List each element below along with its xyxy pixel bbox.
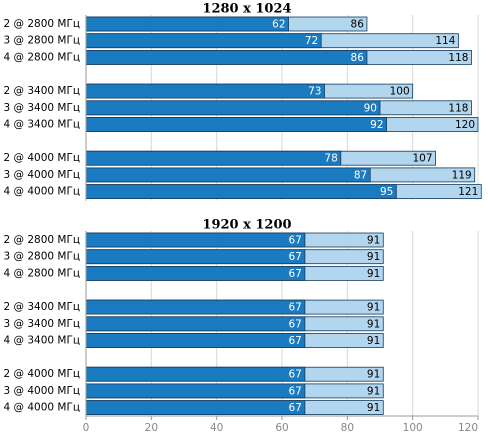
- value-label: 62: [272, 19, 285, 31]
- category-label: x 3 @ 2800 МГц: [0, 251, 80, 263]
- bar: [85, 366, 306, 382]
- category-label: x 4 @ 2800 МГц: [0, 51, 80, 63]
- bar: [85, 232, 306, 248]
- value-label: 67: [288, 318, 301, 330]
- category-label: x 4 @ 2800 МГц: [0, 267, 80, 279]
- x-tick-label: 40: [210, 422, 223, 434]
- category-label: x 2 @ 3400 МГц: [0, 85, 80, 97]
- bar: [85, 117, 387, 132]
- value-label: 67: [288, 369, 301, 381]
- category-label: x 4 @ 3400 МГц: [0, 119, 80, 131]
- value-label: 67: [288, 302, 301, 314]
- value-label: 86: [351, 52, 365, 64]
- category-label: x 3 @ 3400 МГц: [0, 102, 80, 114]
- value-label: 67: [288, 235, 301, 247]
- bar: [85, 33, 322, 49]
- value-label: 91: [367, 369, 380, 381]
- x-tick-label: 100: [403, 422, 423, 434]
- bar: [85, 184, 397, 200]
- chart-title: 1920 x 1200: [202, 218, 291, 233]
- x-tick-label: 120: [458, 422, 478, 434]
- value-label: 78: [324, 153, 337, 165]
- bar: [85, 265, 306, 281]
- bar: [85, 50, 368, 65]
- bar: [85, 383, 306, 399]
- value-label: 120: [455, 119, 475, 131]
- value-label: 72: [305, 35, 318, 47]
- bar: [85, 150, 342, 166]
- value-label: 91: [367, 385, 380, 397]
- value-label: 118: [448, 102, 468, 114]
- value-label: 67: [288, 268, 301, 280]
- value-label: 67: [288, 335, 301, 347]
- value-label: 121: [458, 186, 478, 198]
- value-label: 90: [364, 102, 377, 114]
- value-label: 91: [367, 235, 380, 247]
- chart-title: 1280 x 1024: [202, 2, 291, 17]
- category-label: x 3 @ 2800 МГц: [0, 35, 80, 47]
- value-label: 91: [367, 268, 380, 280]
- value-label: 91: [367, 302, 380, 314]
- category-label: x 4 @ 4000 МГц: [0, 186, 80, 198]
- value-label: 91: [367, 251, 380, 263]
- bar: [85, 83, 325, 99]
- category-label: x 3 @ 3400 МГц: [0, 318, 80, 330]
- bar: [85, 400, 306, 416]
- category-label: x 2 @ 2800 МГц: [0, 234, 80, 246]
- value-label: 86: [351, 19, 365, 31]
- value-label: 91: [367, 318, 380, 330]
- bar: [85, 16, 289, 32]
- value-label: 67: [288, 251, 301, 263]
- value-label: 92: [370, 119, 383, 131]
- value-label: 91: [367, 402, 380, 414]
- category-label: x 2 @ 4000 МГц: [0, 152, 80, 164]
- value-label: 67: [288, 385, 301, 397]
- category-label: x 3 @ 4000 МГц: [0, 385, 80, 397]
- value-label: 87: [354, 169, 367, 181]
- value-label: 91: [367, 335, 380, 347]
- bar: [85, 333, 306, 348]
- value-label: 73: [308, 86, 321, 98]
- category-label: x 4 @ 4000 МГц: [0, 402, 80, 414]
- x-tick-label: 0: [83, 422, 90, 434]
- category-label: x 2 @ 2800 МГц: [0, 18, 80, 30]
- value-label: 118: [448, 52, 468, 64]
- x-tick-label: 20: [145, 422, 158, 434]
- category-label: x 2 @ 3400 МГц: [0, 301, 80, 313]
- bar: [85, 167, 371, 183]
- category-label: x 3 @ 4000 МГц: [0, 169, 80, 181]
- value-label: 67: [288, 402, 301, 414]
- value-label: 100: [390, 86, 410, 98]
- bar: [85, 249, 306, 265]
- bar: [85, 100, 381, 116]
- value-label: 119: [452, 169, 472, 181]
- value-label: 95: [380, 186, 393, 198]
- bar: [85, 316, 306, 332]
- bar: [85, 299, 306, 315]
- x-tick-label: 80: [341, 422, 354, 434]
- value-label: 114: [435, 35, 455, 47]
- value-label: 107: [412, 153, 432, 165]
- category-label: x 4 @ 3400 МГц: [0, 335, 80, 347]
- x-tick-label: 60: [275, 422, 288, 434]
- category-label: x 2 @ 4000 МГц: [0, 368, 80, 380]
